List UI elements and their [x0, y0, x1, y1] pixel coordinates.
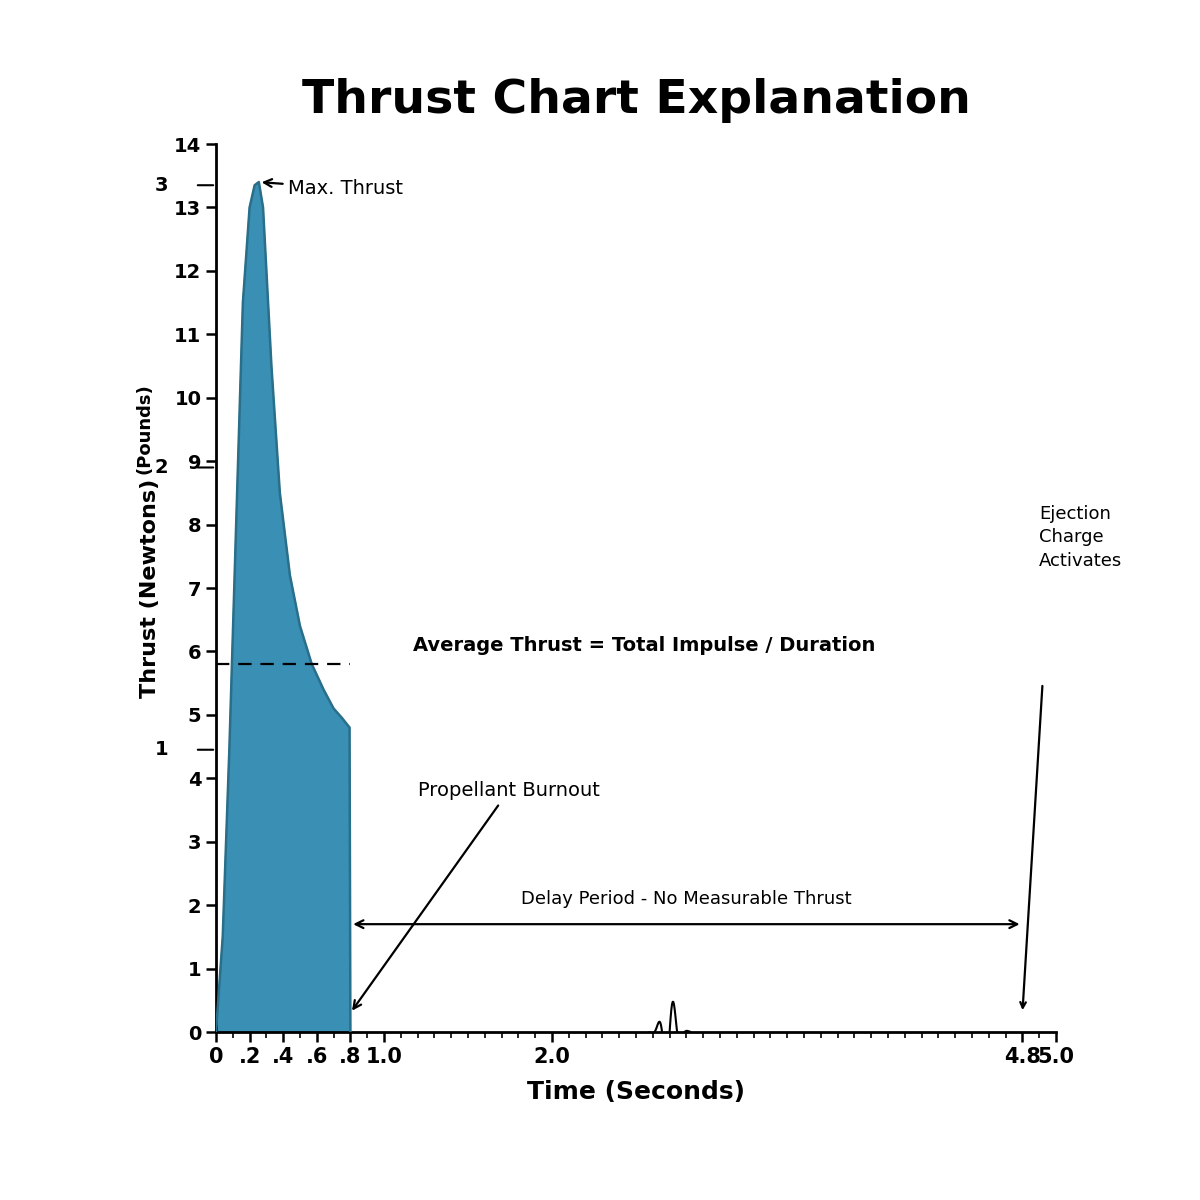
Text: Max. Thrust: Max. Thrust: [264, 179, 403, 198]
Text: Propellant Burnout: Propellant Burnout: [354, 781, 600, 1009]
Text: 1: 1: [155, 740, 168, 760]
Polygon shape: [216, 182, 350, 1032]
X-axis label: Time (Seconds): Time (Seconds): [527, 1080, 745, 1104]
Y-axis label: Thrust (Newtons): Thrust (Newtons): [140, 479, 161, 697]
Text: (Pounds): (Pounds): [136, 383, 154, 474]
Text: 2: 2: [155, 458, 168, 476]
Text: Ejection
Charge
Activates: Ejection Charge Activates: [1039, 505, 1122, 570]
Text: 3: 3: [155, 175, 168, 194]
Text: Delay Period - No Measurable Thrust: Delay Period - No Measurable Thrust: [521, 890, 852, 908]
Title: Thrust Chart Explanation: Thrust Chart Explanation: [301, 78, 971, 124]
Text: Average Thrust = Total Impulse / Duration: Average Thrust = Total Impulse / Duratio…: [413, 636, 876, 655]
